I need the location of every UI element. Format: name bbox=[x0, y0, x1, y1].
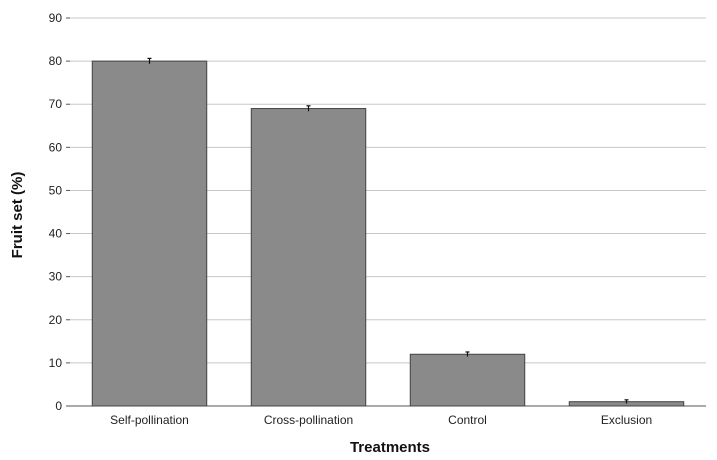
y-tick-label: 80 bbox=[49, 54, 63, 68]
bar-control bbox=[409, 353, 526, 407]
y-tick-label: 30 bbox=[49, 270, 63, 284]
x-tick-label: Exclusion bbox=[601, 413, 652, 427]
x-axis-title: Treatments bbox=[350, 439, 430, 456]
x-tick-label: Self-pollination bbox=[110, 413, 189, 427]
y-tick-label: 70 bbox=[49, 97, 63, 111]
y-tick-label: 10 bbox=[49, 356, 63, 370]
y-tick-label: 50 bbox=[49, 183, 63, 197]
y-tick-label: 20 bbox=[49, 313, 63, 327]
y-tick-label: 90 bbox=[49, 11, 63, 25]
x-tick-label: Cross-pollination bbox=[264, 413, 353, 427]
bar-self-pollination bbox=[91, 60, 208, 407]
tick-labels: 0 10 20 30 40 50 60 70 80 90 Self-pollination Cross… bbox=[49, 11, 653, 427]
bars-layer bbox=[91, 57, 685, 407]
y-tick-label: 60 bbox=[49, 140, 63, 154]
bar-cross-pollination bbox=[250, 108, 367, 407]
y-axis-title: Fruit set (%) bbox=[9, 172, 26, 259]
x-tick-label: Control bbox=[448, 413, 487, 427]
y-tick-label: 40 bbox=[49, 227, 63, 241]
y-tick-label: 0 bbox=[55, 399, 62, 413]
